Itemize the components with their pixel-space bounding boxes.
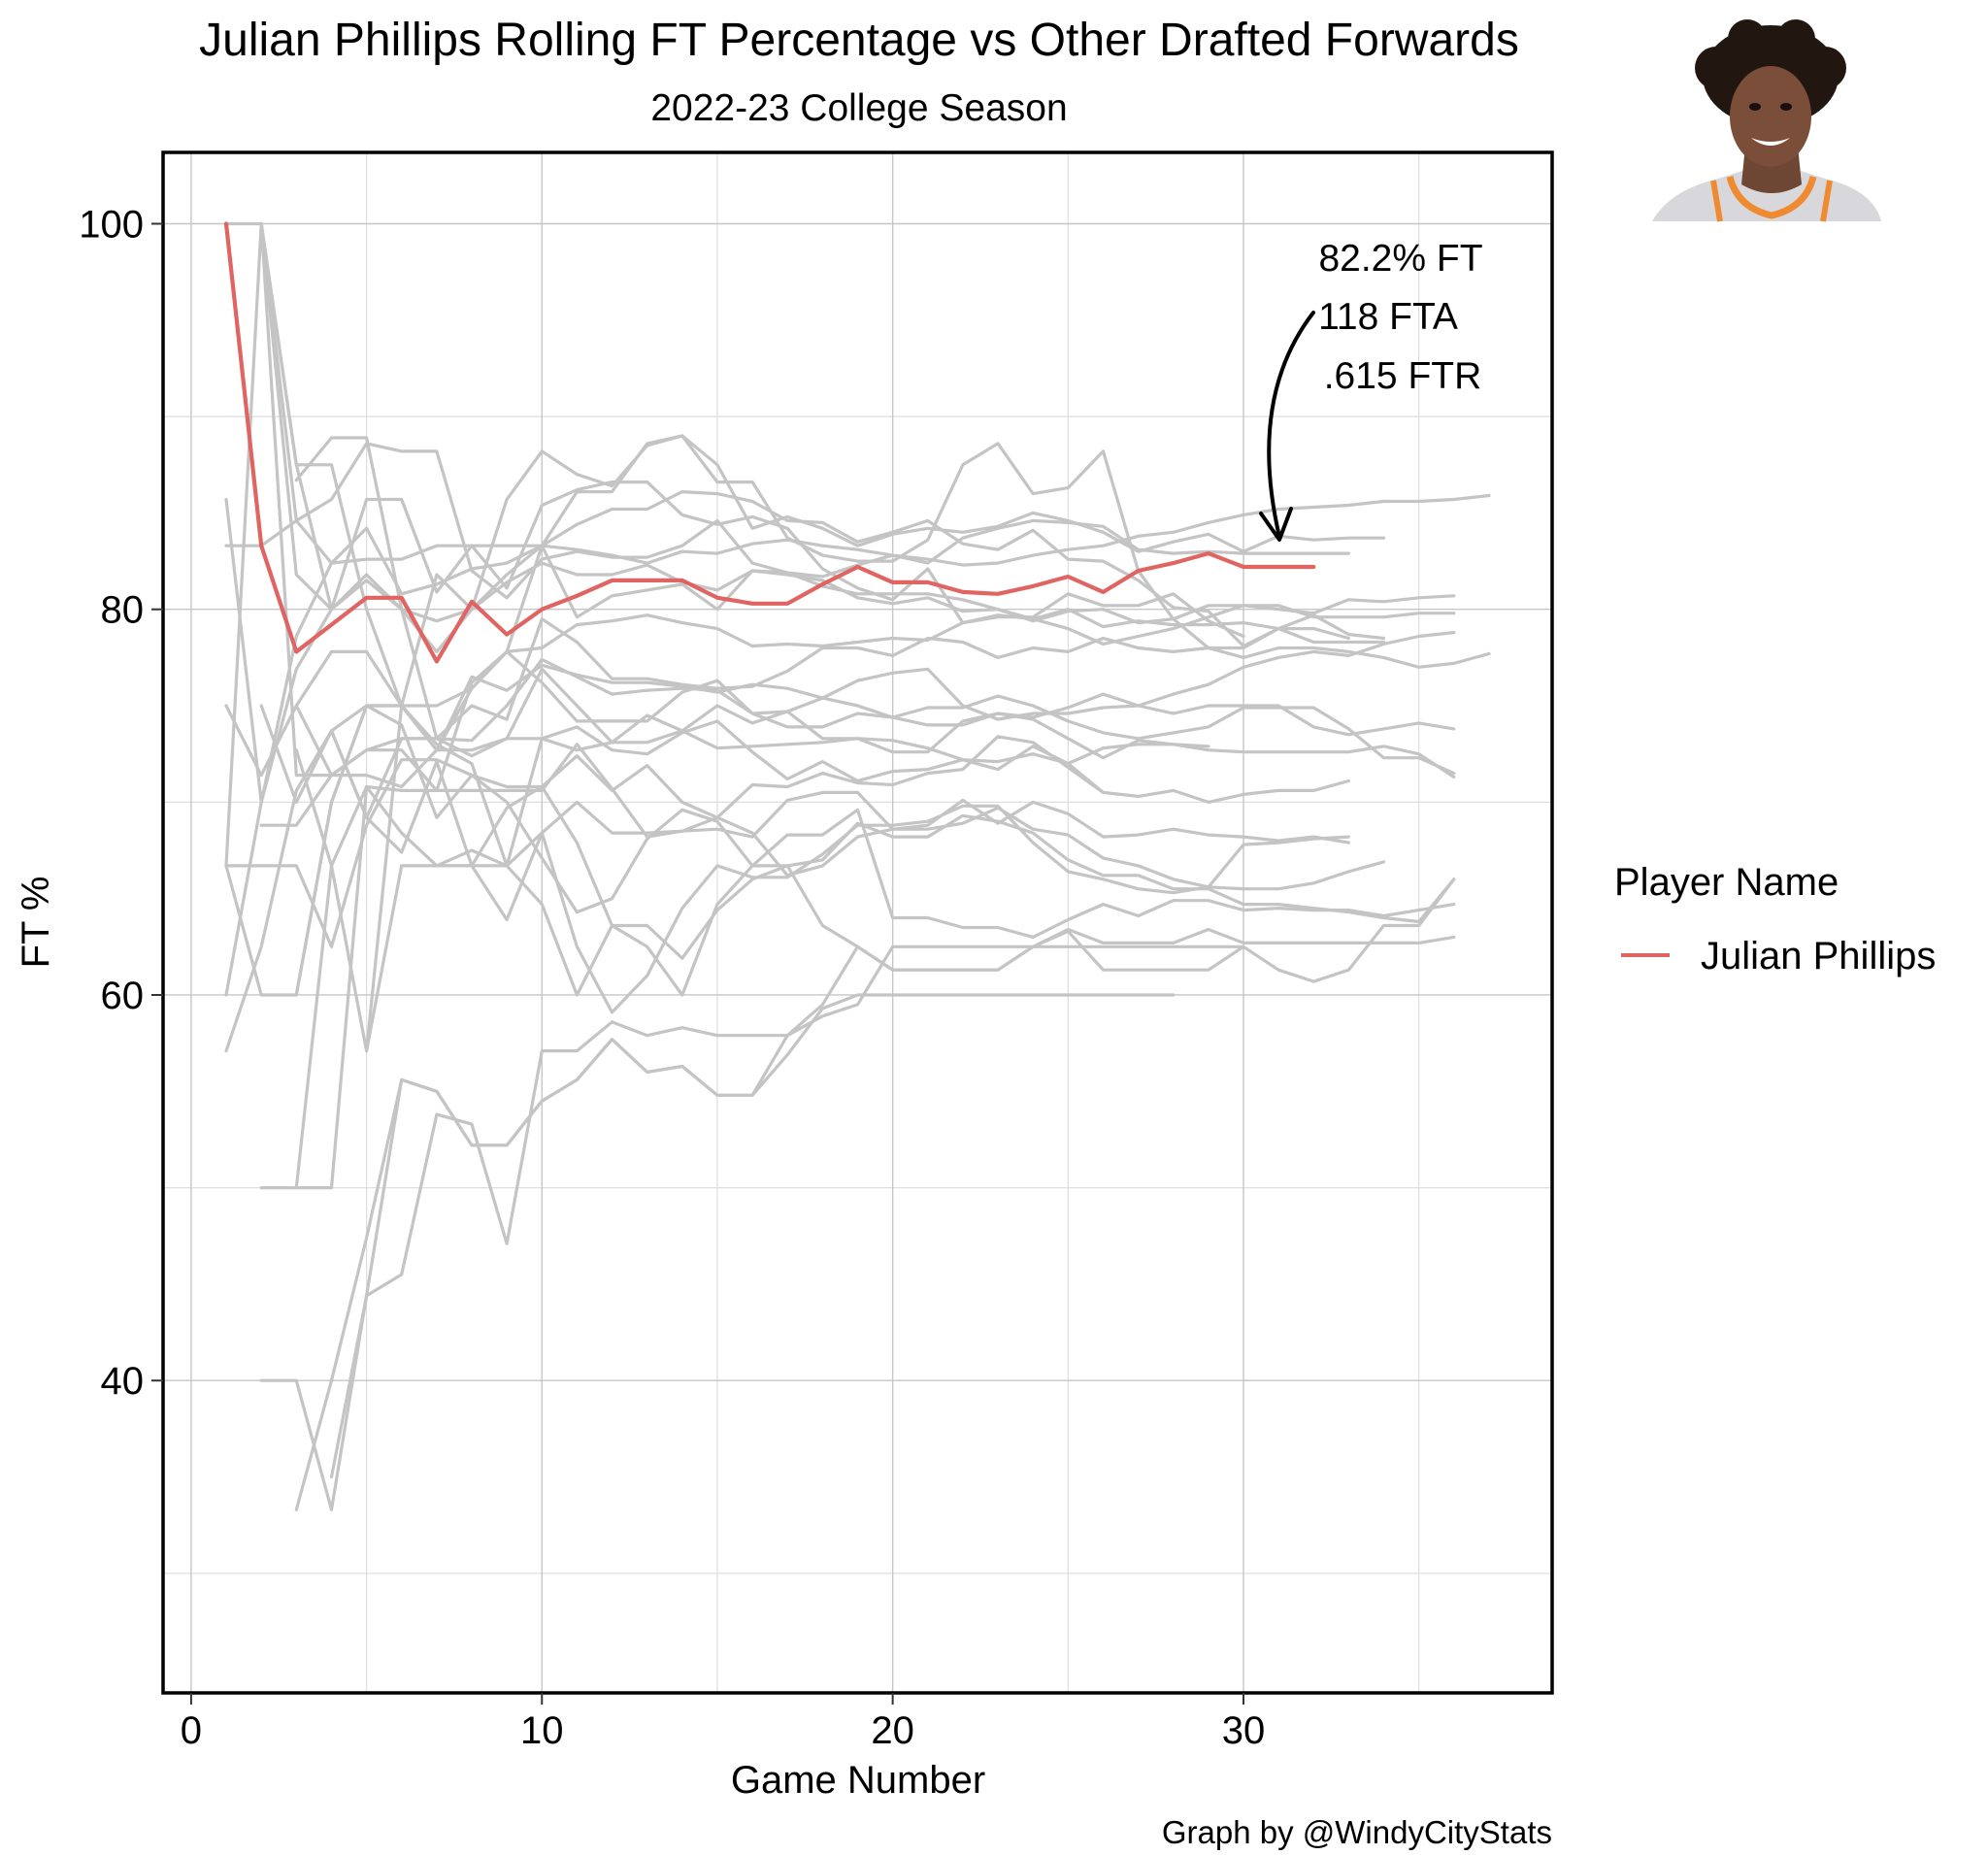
annotation-line-ftr: .615 FTR <box>1324 355 1482 397</box>
other-forwards-series <box>224 221 1491 1511</box>
chart-title: Julian Phillips Rolling FT Percentage vs… <box>199 15 1519 66</box>
series-line-other-forward <box>294 436 1491 741</box>
plot-panel-border <box>161 150 1554 1695</box>
x-tick-label: 0 <box>181 1709 202 1752</box>
player-photo <box>1650 19 1883 222</box>
series-line-other-forward <box>435 800 1350 889</box>
x-tick-label: 10 <box>520 1709 564 1752</box>
series-line-other-forward <box>224 667 1210 997</box>
series-line-other-forward <box>224 608 1386 778</box>
y-axis-ticks: 40 60 80 100 <box>79 203 163 1403</box>
x-axis-label: Game Number <box>731 1759 985 1802</box>
y-tick-label: 60 <box>101 975 145 1017</box>
y-tick-label: 80 <box>101 589 145 632</box>
chart-subtitle: 2022-23 College Season <box>650 87 1067 129</box>
series-line-other-forward <box>259 713 1106 827</box>
series-line-other-forward <box>259 631 1456 804</box>
annotation-line-fta: 118 FTA <box>1318 296 1458 338</box>
julian-phillips-series <box>223 221 1316 664</box>
annotation-line-ft-pct: 82.2% FT <box>1318 238 1482 280</box>
legend: Player Name Julian Phillips <box>1614 861 1936 977</box>
legend-title: Player Name <box>1614 861 1839 904</box>
legend-label-julian-phillips: Julian Phillips <box>1701 935 1936 977</box>
x-tick-label: 20 <box>871 1709 914 1752</box>
caption: Graph by @WindyCityStats <box>1162 1814 1552 1850</box>
series-line-other-forward <box>259 221 1350 600</box>
series-line-other-forward <box>224 493 1491 804</box>
series-line-other-forward <box>294 649 1456 792</box>
annotation-arrow <box>1267 311 1315 539</box>
series-line-other-forward <box>294 704 1456 1053</box>
y-tick-label: 40 <box>101 1360 145 1403</box>
series-line-other-forward <box>259 743 1350 1190</box>
series-line-other-forward <box>294 704 1456 997</box>
annotation: 82.2% FT 118 FTA .615 FTR <box>1259 238 1483 542</box>
series-line-other-forward <box>259 221 1245 639</box>
annotation-arrowhead <box>1259 507 1293 542</box>
major-gridlines <box>163 152 1552 1693</box>
series-line-other-forward <box>294 719 1456 1190</box>
series-line-other-forward <box>294 927 1456 1511</box>
y-axis-label: FT % <box>15 877 57 969</box>
y-tick-label: 100 <box>79 203 144 246</box>
x-tick-label: 30 <box>1222 1709 1266 1752</box>
x-axis-ticks: 0 10 20 30 <box>181 1693 1265 1752</box>
series-line-julian-phillips <box>223 221 1316 664</box>
